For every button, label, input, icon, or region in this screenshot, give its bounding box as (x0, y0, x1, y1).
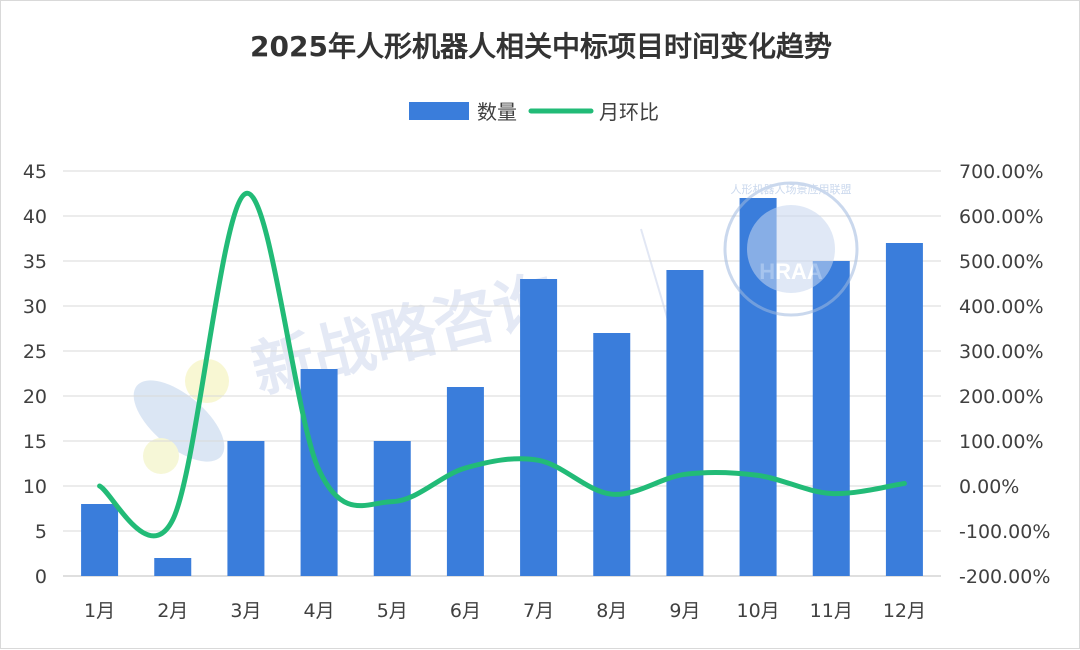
watermark-seal: HRAA 人形机器人场景应用联盟 (723, 181, 859, 317)
line-path (97, 191, 907, 539)
watermark-logo (133, 359, 229, 474)
right-tick-label: 700.00% (959, 161, 1044, 183)
x-tick-label: 12月 (883, 600, 926, 622)
bar (885, 243, 923, 576)
left-tick-label: 30 (23, 296, 47, 318)
left-axis: 0 5 10 15 20 25 30 35 40 45 (23, 161, 47, 588)
bar (812, 261, 850, 576)
seal-text: 人形机器人场景应用联盟 (731, 182, 852, 196)
left-tick-label: 25 (23, 341, 47, 363)
legend-label-bars: 数量 (477, 100, 517, 124)
legend-swatch-bars (409, 102, 469, 120)
left-tick-label: 5 (35, 521, 47, 543)
right-tick-label: 0.00% (959, 476, 1019, 498)
line-series (97, 191, 907, 539)
x-tick-label: 3月 (230, 600, 261, 622)
x-tick-label: 1月 (84, 600, 115, 622)
chart-title: 2025年人形机器人相关中标项目时间变化趋势 (250, 30, 832, 63)
watermark-text: 新战略咨询 (245, 262, 563, 408)
bar-series (81, 198, 923, 576)
x-tick-label: 10月 (736, 600, 779, 622)
bar (593, 333, 631, 576)
left-tick-label: 20 (23, 386, 47, 408)
bar (666, 270, 704, 576)
bar (154, 558, 192, 576)
x-axis: 1月 2月 3月 4月 5月 6月 7月 8月 9月 10月 11月 12月 (84, 600, 926, 622)
bar (227, 441, 265, 576)
x-tick-label: 2月 (157, 600, 188, 622)
right-tick-label: -100.00% (959, 521, 1050, 543)
left-tick-label: 10 (23, 476, 47, 498)
right-tick-label: 300.00% (959, 341, 1044, 363)
left-tick-label: 0 (35, 566, 47, 588)
bar (520, 279, 558, 576)
right-tick-label: 600.00% (959, 206, 1044, 228)
left-tick-label: 35 (23, 251, 47, 273)
left-tick-label: 40 (23, 206, 47, 228)
right-axis: -200.00% -100.00% 0.00% 100.00% 200.00% 300.0… (959, 161, 1050, 588)
bar (81, 504, 119, 576)
right-tick-label: 500.00% (959, 251, 1044, 273)
x-tick-label: 4月 (304, 600, 335, 622)
left-tick-label: 45 (23, 161, 47, 183)
x-tick-label: 8月 (596, 600, 627, 622)
bar (373, 441, 411, 576)
x-tick-label: 5月 (377, 600, 408, 622)
legend: 数量 月环比 (409, 100, 659, 124)
right-tick-label: 100.00% (959, 431, 1044, 453)
x-tick-label: 7月 (523, 600, 554, 622)
seal-abbrev: HRAA (759, 259, 823, 284)
x-tick-label: 11月 (810, 600, 853, 622)
right-tick-label: -200.00% (959, 566, 1050, 588)
right-tick-label: 200.00% (959, 386, 1044, 408)
x-tick-label: 6月 (450, 600, 481, 622)
legend-label-line: 月环比 (599, 100, 659, 124)
x-tick-label: 9月 (669, 600, 700, 622)
left-tick-label: 15 (23, 431, 47, 453)
bar (446, 387, 484, 576)
right-tick-label: 400.00% (959, 296, 1044, 318)
